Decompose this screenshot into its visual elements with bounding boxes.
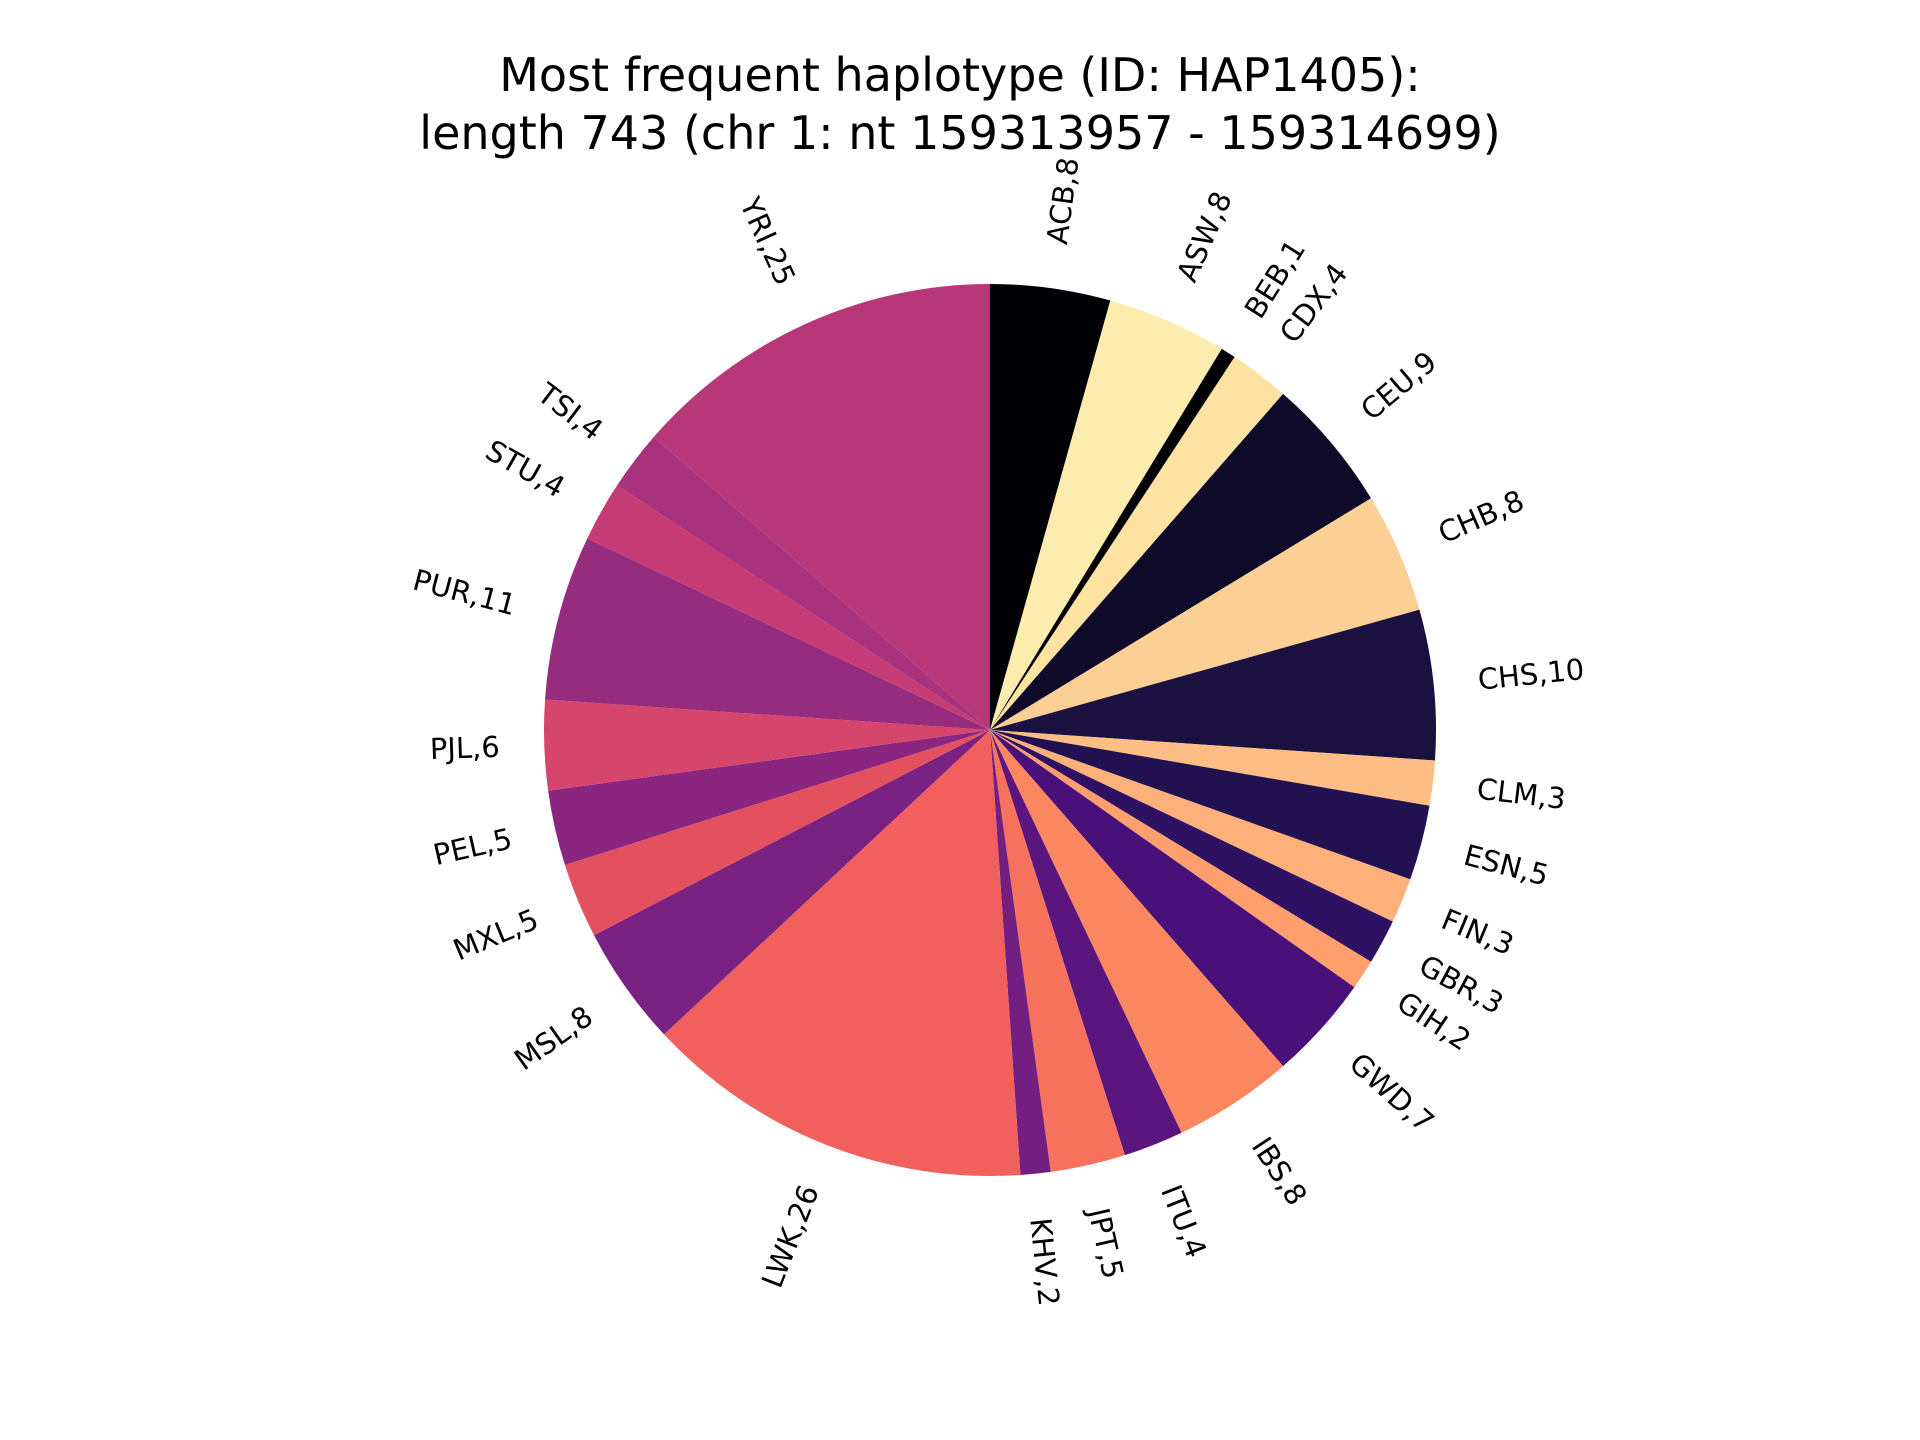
pie-label-pur: PUR,11: [410, 563, 520, 622]
pie-slice-beb: [990, 348, 1235, 730]
pie-label-mxl: MXL,5: [448, 902, 543, 967]
pie-label-khv: KHV,2: [1023, 1216, 1066, 1307]
pie-slice-asw: [990, 300, 1222, 730]
pie-slice-gih: [990, 730, 1372, 988]
pie-label-pjl: PJL,6: [429, 730, 500, 766]
pie-label-tsi: TSI,4: [530, 376, 609, 447]
pie-label-esn: ESN,5: [1460, 838, 1552, 893]
chart-title-line-1: Most frequent haplotype (ID: HAP1405):: [499, 48, 1421, 102]
pie-label-asw: ASW,8: [1170, 186, 1239, 286]
pie-label-msl: MSL,8: [508, 999, 599, 1077]
pie-label-pel: PEL,5: [430, 821, 515, 872]
pie-slice-cdx: [990, 357, 1284, 730]
pie-label-jpt: JPT,5: [1081, 1203, 1130, 1282]
pie-slice-itu: [990, 730, 1182, 1156]
pie-label-ceu: CEU,9: [1354, 345, 1443, 427]
pie-slice-chs: [990, 609, 1436, 761]
pie-slice-pel: [548, 730, 990, 865]
pie-slice-jpt: [990, 730, 1125, 1172]
pie-slice-pjl: [543, 699, 990, 791]
pie-slice-khv: [990, 730, 1051, 1175]
pie-label-gwd: GWD,7: [1343, 1046, 1441, 1139]
pie-slice-tsi: [617, 436, 990, 730]
pie-slice-msl: [594, 730, 990, 1035]
pie-slice-fin: [990, 730, 1411, 922]
pie-slice-ibs: [990, 730, 1284, 1133]
pie-slice-acb: [990, 284, 1111, 730]
pie-slice-gwd: [990, 730, 1355, 1067]
pie-slice-lwk: [664, 730, 1021, 1176]
chart-title-line-2: length 743 (chr 1: nt 159313957 - 159314…: [419, 106, 1501, 160]
pie-label-fin: FIN,3: [1437, 902, 1519, 962]
pie-label-acb: ACB,8: [1040, 155, 1086, 246]
pie-label-chb: CHB,8: [1433, 483, 1529, 550]
pie-slice-gbr: [990, 730, 1393, 962]
pie-label-clm: CLM,3: [1475, 772, 1568, 816]
pie-slice-esn: [990, 730, 1430, 880]
pie-slice-chb: [990, 498, 1420, 730]
pie-slice-clm: [990, 730, 1435, 806]
pie-slice-yri: [653, 284, 990, 730]
pie-slice-mxl: [564, 730, 990, 936]
chart-title: Most frequent haplotype (ID: HAP1405): l…: [0, 46, 1920, 162]
pie-label-chs: CHS,10: [1476, 652, 1586, 697]
pie-slice-stu: [587, 485, 990, 730]
pie-slices: [543, 284, 1436, 1176]
pie-label-ibs: IBS,8: [1245, 1131, 1314, 1212]
pie-label-stu: STU,4: [480, 433, 571, 504]
pie-label-yri: YRI,25: [733, 191, 803, 290]
pie-label-lwk: LWK,26: [755, 1180, 826, 1292]
pie-slice-pur: [545, 538, 990, 730]
pie-label-itu: ITU,4: [1154, 1180, 1213, 1262]
pie-slice-ceu: [990, 393, 1372, 730]
